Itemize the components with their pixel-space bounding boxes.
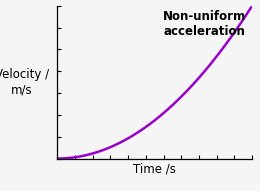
Y-axis label: Velocity /
m/s: Velocity / m/s xyxy=(0,68,49,96)
X-axis label: Time /s: Time /s xyxy=(133,163,176,176)
Text: Non-uniform
acceleration: Non-uniform acceleration xyxy=(163,10,246,38)
